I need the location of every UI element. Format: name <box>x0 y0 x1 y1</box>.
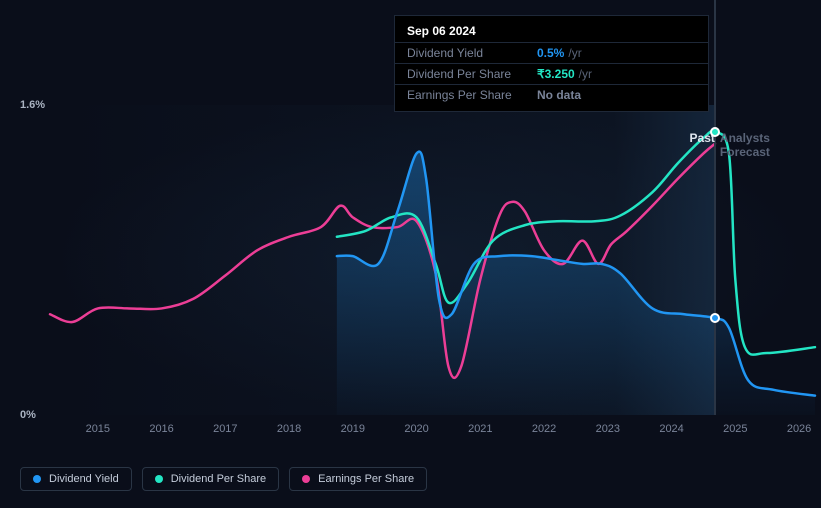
x-axis-label: 2020 <box>404 423 428 435</box>
tooltip-row-value: No data <box>537 88 581 102</box>
y-axis-label: 1.6% <box>20 99 45 111</box>
tooltip-row-label: Earnings Per Share <box>407 88 537 102</box>
chart-legend: Dividend Yield Dividend Per Share Earnings… <box>20 467 427 491</box>
legend-dot-icon <box>155 475 163 483</box>
legend-item-dividend-yield[interactable]: Dividend Yield <box>20 467 132 491</box>
tooltip-row-value: 0.5% <box>537 46 564 60</box>
tooltip-row-label: Dividend Per Share <box>407 67 537 81</box>
x-axis-label: 2024 <box>659 423 683 435</box>
forecast-label: Analysts Forecast <box>720 131 815 159</box>
x-axis-label: 2019 <box>341 423 365 435</box>
x-axis-label: 2023 <box>596 423 620 435</box>
dividend-yield-area <box>337 152 815 415</box>
x-axis-label: 2026 <box>787 423 811 435</box>
dividend-chart: PastAnalysts Forecast 0%1.6%201520162017… <box>20 105 815 440</box>
x-axis-label: 2021 <box>468 423 492 435</box>
legend-dot-icon <box>33 475 41 483</box>
legend-item-earnings-per-share[interactable]: Earnings Per Share <box>289 467 427 491</box>
x-axis-label: 2018 <box>277 423 301 435</box>
tooltip-row-value: ₹3.250 <box>537 67 575 81</box>
x-axis-label: 2016 <box>149 423 173 435</box>
tooltip-row-label: Dividend Yield <box>407 46 537 60</box>
legend-item-dividend-per-share[interactable]: Dividend Per Share <box>142 467 279 491</box>
tooltip-row: Dividend Yield0.5% /yr <box>395 42 708 63</box>
tooltip-row: Dividend Per Share₹3.250/yr <box>395 63 708 84</box>
legend-label: Dividend Yield <box>49 473 119 485</box>
x-axis-label: 2017 <box>213 423 237 435</box>
tooltip-row-unit: /yr <box>579 67 592 81</box>
hover-vertical-line <box>714 0 716 415</box>
tooltip-row-unit: /yr <box>568 46 581 60</box>
legend-dot-icon <box>302 475 310 483</box>
plot-area[interactable]: Past Analysts Forecast <box>50 105 815 415</box>
legend-label: Earnings Per Share <box>318 473 414 485</box>
x-axis-label: 2015 <box>86 423 110 435</box>
series-marker <box>710 127 720 137</box>
tooltip-date: Sep 06 2024 <box>395 22 708 42</box>
tooltip-row: Earnings Per ShareNo data <box>395 84 708 105</box>
past-label: Past <box>50 131 715 145</box>
series-marker <box>710 313 720 323</box>
y-axis-label: 0% <box>20 409 36 421</box>
x-axis-label: 2025 <box>723 423 747 435</box>
x-axis-label: 2022 <box>532 423 556 435</box>
chart-tooltip: Sep 06 2024 Dividend Yield0.5%/yrDividen… <box>394 15 709 112</box>
chart-svg <box>50 105 815 415</box>
legend-label: Dividend Per Share <box>171 473 266 485</box>
